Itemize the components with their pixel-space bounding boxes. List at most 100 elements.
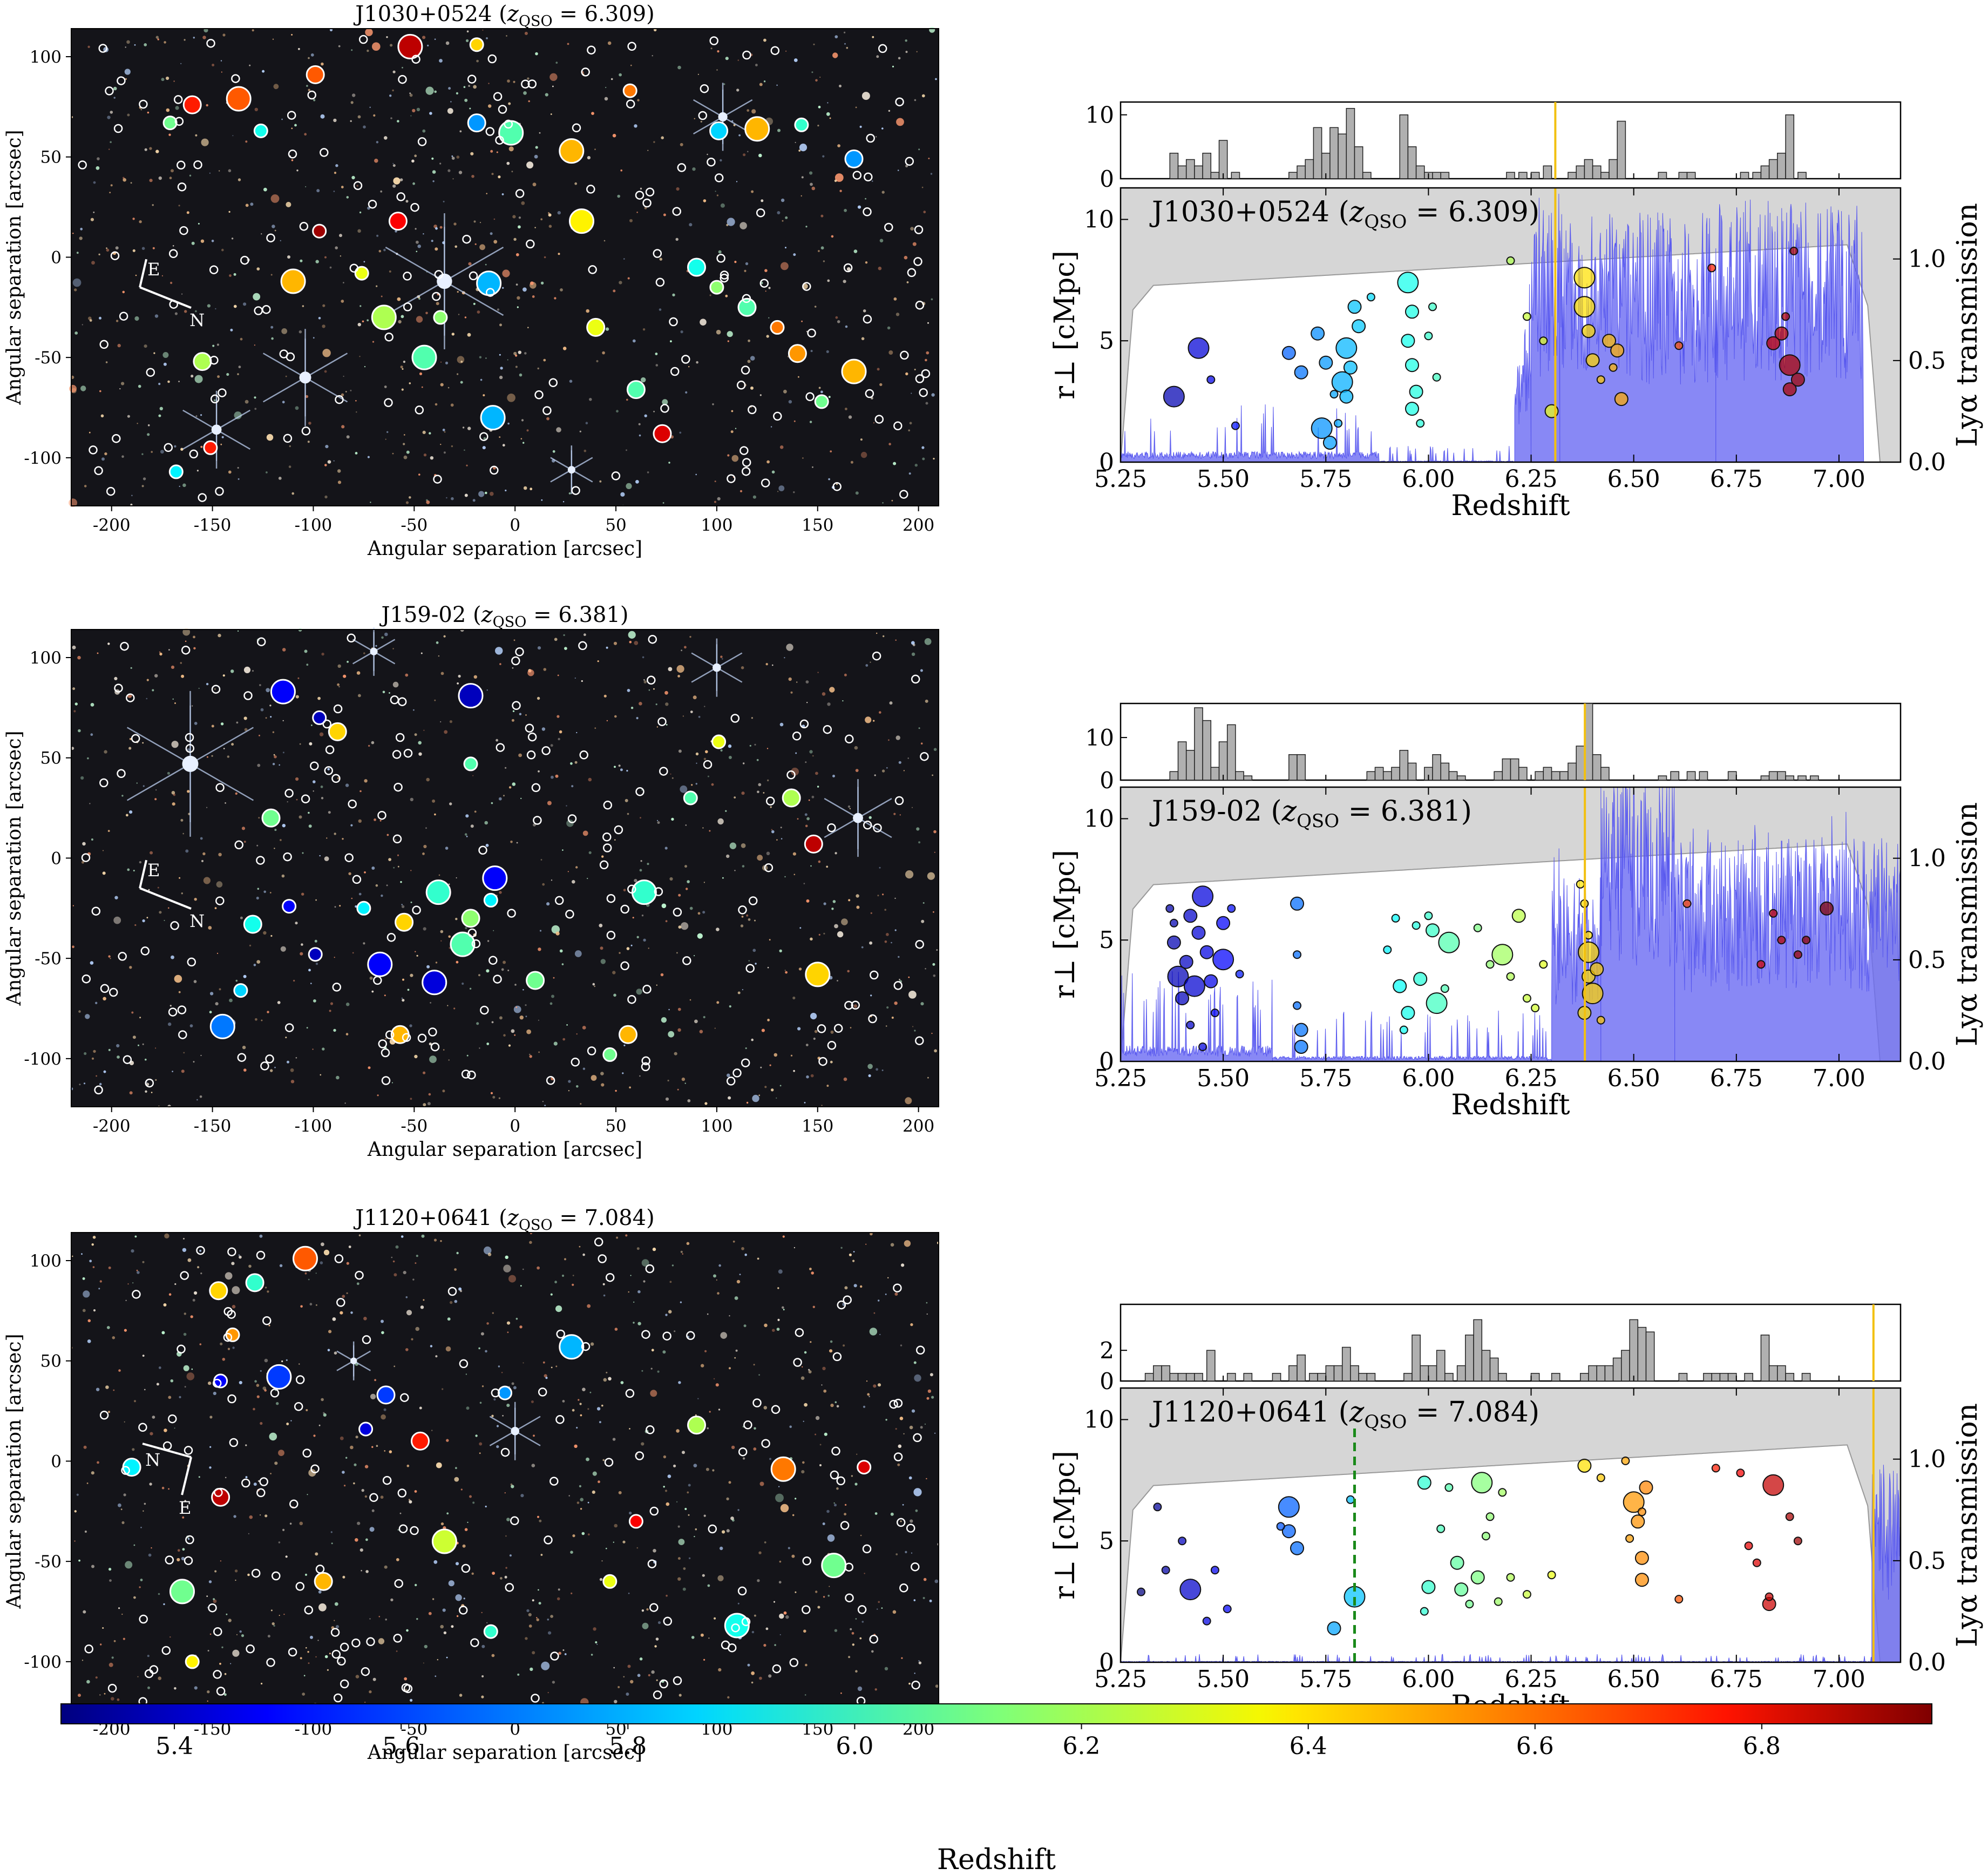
galaxy-point — [1319, 355, 1333, 370]
background-source — [846, 46, 849, 49]
small-marker — [84, 1644, 93, 1654]
galaxy-point — [1802, 936, 1811, 945]
main-frame — [1119, 1387, 1902, 1663]
background-source — [529, 1053, 531, 1055]
background-source — [351, 49, 353, 51]
background-source — [757, 1257, 759, 1260]
background-source — [322, 324, 325, 328]
background-source — [422, 129, 426, 133]
background-source — [897, 170, 899, 171]
background-source — [844, 31, 846, 33]
histogram-bar — [1185, 1373, 1195, 1382]
background-source — [844, 673, 847, 676]
marked-galaxies — [209, 679, 831, 1062]
background-source — [431, 157, 434, 160]
background-source — [934, 1579, 939, 1583]
background-source — [727, 454, 730, 457]
histogram-bar — [1592, 165, 1602, 179]
background-source — [406, 1629, 409, 1632]
small-marker — [635, 787, 644, 796]
background-source — [695, 473, 697, 476]
background-source — [692, 167, 696, 171]
background-source — [485, 263, 487, 266]
background-source — [241, 1634, 245, 1637]
background-source — [551, 775, 554, 779]
background-source — [612, 133, 616, 138]
background-source — [582, 1067, 586, 1070]
background-source — [337, 480, 342, 484]
background-source — [555, 931, 560, 936]
background-source — [753, 1364, 755, 1366]
galaxy-point — [1471, 1472, 1493, 1494]
background-source — [345, 783, 349, 787]
marked-galaxy — [433, 310, 448, 325]
small-marker — [743, 1420, 752, 1430]
marked-galaxy — [737, 297, 757, 317]
background-source — [478, 491, 485, 497]
background-source — [423, 844, 427, 849]
background-source — [313, 999, 316, 1003]
background-source — [568, 492, 571, 495]
small-marker — [333, 1693, 343, 1703]
small-marker — [114, 683, 123, 693]
main-frame — [1119, 187, 1902, 463]
background-source — [817, 1606, 820, 1609]
background-source — [785, 971, 788, 974]
histogram-y-tick-label: 0 — [1100, 166, 1114, 192]
background-source — [340, 1311, 343, 1315]
background-source — [914, 1374, 921, 1382]
background-source — [665, 1314, 668, 1316]
background-source — [650, 1390, 657, 1397]
small-marker — [412, 905, 421, 915]
background-source — [513, 1386, 517, 1390]
small-marker — [515, 189, 525, 198]
background-source — [870, 912, 872, 914]
background-source — [168, 1022, 172, 1026]
background-source — [448, 935, 451, 938]
background-source — [451, 497, 454, 500]
small-marker — [469, 271, 478, 281]
background-source — [325, 445, 329, 449]
background-source — [512, 215, 516, 219]
background-source — [546, 417, 549, 421]
small-marker — [504, 119, 513, 129]
background-source — [345, 1003, 350, 1006]
background-source — [440, 1240, 442, 1242]
background-source — [365, 1538, 368, 1541]
background-source — [324, 495, 328, 499]
background-source — [641, 915, 644, 917]
background-source — [180, 662, 182, 664]
background-source — [666, 1502, 670, 1506]
background-source — [793, 1247, 795, 1249]
background-source — [431, 240, 433, 242]
background-source — [152, 247, 155, 249]
galaxy-point — [1366, 293, 1375, 302]
small-marker — [759, 279, 769, 288]
background-source — [272, 731, 275, 733]
background-source — [667, 1474, 671, 1478]
background-source — [640, 187, 642, 189]
small-marker — [351, 1638, 361, 1648]
background-source — [628, 1291, 629, 1293]
small-marker — [382, 1475, 392, 1485]
background-source — [741, 916, 744, 918]
small-marker — [185, 733, 194, 742]
small-marker — [707, 157, 716, 167]
background-source — [815, 771, 818, 775]
background-source — [296, 798, 298, 801]
background-source — [596, 360, 599, 363]
background-source — [152, 1416, 155, 1419]
background-source — [341, 300, 344, 303]
background-source — [661, 903, 667, 909]
background-source — [254, 408, 257, 410]
background-source — [539, 930, 542, 932]
background-source — [211, 755, 213, 757]
background-source — [270, 935, 273, 937]
galaxy-point — [1506, 972, 1515, 981]
background-source — [605, 327, 609, 331]
background-source — [404, 1677, 408, 1681]
background-source — [582, 1026, 586, 1030]
bright-star — [262, 329, 348, 427]
background-source — [155, 36, 159, 39]
background-source — [605, 86, 607, 89]
